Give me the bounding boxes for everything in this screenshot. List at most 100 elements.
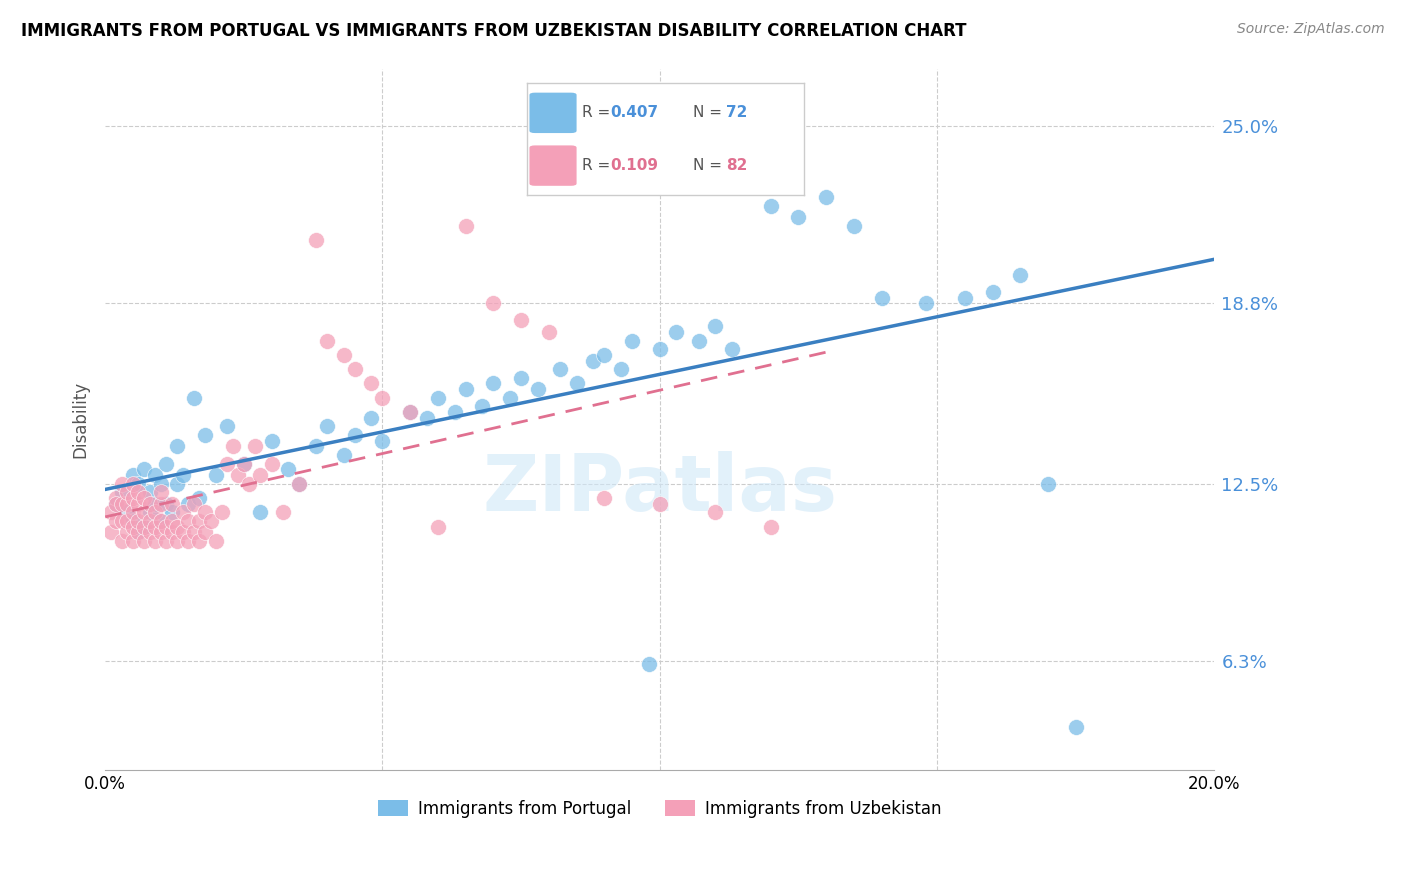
- Point: [122, 491, 145, 505]
- Point: [759, 519, 782, 533]
- Point: [149, 514, 172, 528]
- Point: [953, 291, 976, 305]
- Point: [510, 313, 533, 327]
- Point: [183, 391, 205, 405]
- Point: [482, 296, 505, 310]
- Point: [787, 211, 810, 225]
- Point: [172, 468, 194, 483]
- Point: [111, 485, 134, 500]
- Point: [471, 400, 494, 414]
- Point: [183, 497, 205, 511]
- Y-axis label: Disability: Disability: [72, 381, 89, 458]
- Point: [565, 376, 588, 391]
- Point: [117, 505, 139, 519]
- Text: ZIPatlas: ZIPatlas: [482, 451, 837, 527]
- Point: [127, 514, 149, 528]
- Point: [249, 468, 271, 483]
- Point: [915, 296, 938, 310]
- Point: [117, 525, 139, 540]
- Point: [610, 362, 633, 376]
- Point: [360, 376, 382, 391]
- Point: [155, 457, 177, 471]
- Point: [426, 391, 449, 405]
- Point: [688, 334, 710, 348]
- Point: [211, 505, 233, 519]
- Point: [316, 419, 339, 434]
- Point: [100, 505, 122, 519]
- Point: [177, 533, 200, 548]
- Point: [117, 485, 139, 500]
- Point: [143, 468, 166, 483]
- Point: [305, 440, 328, 454]
- Text: IMMIGRANTS FROM PORTUGAL VS IMMIGRANTS FROM UZBEKISTAN DISABILITY CORRELATION CH: IMMIGRANTS FROM PORTUGAL VS IMMIGRANTS F…: [21, 22, 966, 40]
- Point: [548, 362, 571, 376]
- Point: [271, 505, 294, 519]
- Point: [122, 505, 145, 519]
- Point: [122, 533, 145, 548]
- Point: [205, 468, 228, 483]
- Point: [665, 325, 688, 339]
- Point: [200, 514, 222, 528]
- Point: [249, 505, 271, 519]
- Point: [870, 291, 893, 305]
- Point: [160, 514, 183, 528]
- Point: [111, 514, 134, 528]
- Point: [316, 334, 339, 348]
- Point: [172, 525, 194, 540]
- Point: [183, 525, 205, 540]
- Point: [100, 525, 122, 540]
- Point: [426, 519, 449, 533]
- Point: [288, 476, 311, 491]
- Point: [160, 505, 183, 519]
- Point: [371, 391, 394, 405]
- Point: [537, 325, 560, 339]
- Point: [160, 525, 183, 540]
- Point: [177, 514, 200, 528]
- Point: [217, 419, 239, 434]
- Point: [149, 525, 172, 540]
- Point: [127, 485, 149, 500]
- Point: [842, 219, 865, 233]
- Point: [127, 497, 149, 511]
- Point: [143, 533, 166, 548]
- Point: [526, 382, 548, 396]
- Point: [222, 440, 245, 454]
- Point: [188, 533, 211, 548]
- Point: [454, 382, 477, 396]
- Point: [177, 497, 200, 511]
- Point: [149, 476, 172, 491]
- Point: [742, 161, 765, 176]
- Point: [1064, 720, 1087, 734]
- Point: [243, 440, 266, 454]
- Point: [217, 457, 239, 471]
- Point: [637, 657, 659, 671]
- Point: [166, 476, 188, 491]
- Point: [194, 428, 217, 442]
- Point: [360, 410, 382, 425]
- Point: [132, 491, 155, 505]
- Point: [205, 533, 228, 548]
- Point: [499, 391, 522, 405]
- Point: [593, 348, 616, 362]
- Point: [111, 476, 134, 491]
- Point: [721, 342, 744, 356]
- Point: [305, 233, 328, 247]
- Point: [105, 497, 128, 511]
- Point: [399, 405, 422, 419]
- Point: [138, 505, 160, 519]
- Point: [111, 533, 134, 548]
- Point: [122, 514, 145, 528]
- Point: [155, 519, 177, 533]
- Point: [343, 362, 366, 376]
- Point: [510, 370, 533, 384]
- Point: [621, 334, 644, 348]
- Point: [155, 497, 177, 511]
- Point: [166, 533, 188, 548]
- Point: [188, 514, 211, 528]
- Point: [371, 434, 394, 448]
- Point: [117, 514, 139, 528]
- Point: [143, 519, 166, 533]
- Text: Source: ZipAtlas.com: Source: ZipAtlas.com: [1237, 22, 1385, 37]
- Point: [593, 491, 616, 505]
- Point: [399, 405, 422, 419]
